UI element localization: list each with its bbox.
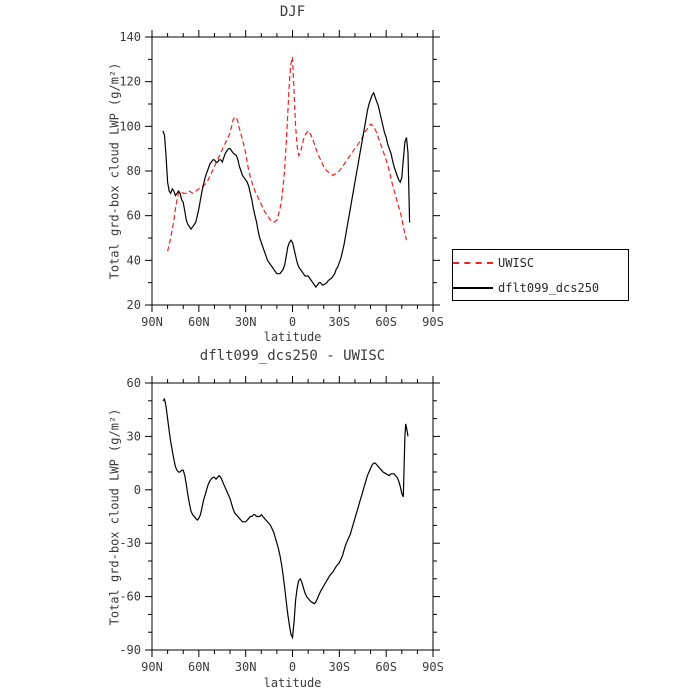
legend-label-dflt099-dcs250: dflt099_dcs250 — [498, 280, 600, 295]
svg-text:140: 140 — [119, 30, 141, 44]
legend: UWISC dflt099_dcs250 — [452, 249, 629, 301]
top-chart-canvas: 90N 60N 30N 0 30S 60S 90S 20 40 60 80 100 120 140 — [119, 30, 444, 329]
svg-text:60N: 60N — [188, 660, 210, 674]
dflt099-dcs250-line-sample — [453, 286, 493, 289]
svg-text:30: 30 — [127, 429, 141, 443]
legend-item-uwisc: UWISC — [453, 250, 628, 275]
bottom-x-axis-label: latitude — [263, 676, 322, 690]
svg-text:60: 60 — [127, 376, 141, 390]
top-chart-title: DJF — [279, 4, 306, 20]
legend-item-dflt099-dcs250: dflt099_dcs250 — [453, 275, 628, 300]
svg-text:90N: 90N — [141, 315, 163, 329]
svg-text:0: 0 — [134, 483, 141, 497]
svg-text:60S: 60S — [375, 315, 397, 329]
svg-text:60: 60 — [127, 209, 141, 223]
svg-text:90N: 90N — [141, 660, 163, 674]
top-x-axis-label: latitude — [263, 330, 322, 344]
svg-text:60S: 60S — [375, 660, 397, 674]
svg-text:120: 120 — [119, 75, 141, 89]
legend-label-uwisc: UWISC — [498, 255, 535, 270]
svg-text:30S: 30S — [328, 660, 350, 674]
svg-text:100: 100 — [119, 119, 141, 133]
svg-text:30S: 30S — [328, 315, 350, 329]
svg-text:40: 40 — [127, 253, 141, 267]
svg-text:20: 20 — [127, 298, 141, 312]
bottom-chart-canvas: 90N 60N 30N 0 30S 60S 90S -90 -60 -30 0 30 60 — [119, 376, 444, 674]
uwisc-line-sample — [453, 261, 493, 264]
svg-text:90S: 90S — [422, 660, 444, 674]
svg-text:0: 0 — [289, 660, 296, 674]
bottom-chart-title: dflt099_dcs250 - UWISC — [199, 348, 386, 364]
svg-text:80: 80 — [127, 164, 141, 178]
svg-text:90S: 90S — [422, 315, 444, 329]
svg-text:30N: 30N — [235, 660, 257, 674]
svg-text:-60: -60 — [119, 590, 141, 604]
svg-text:-90: -90 — [119, 643, 141, 657]
svg-text:0: 0 — [289, 315, 296, 329]
svg-text:-30: -30 — [119, 536, 141, 550]
svg-text:30N: 30N — [235, 315, 257, 329]
svg-text:60N: 60N — [188, 315, 210, 329]
